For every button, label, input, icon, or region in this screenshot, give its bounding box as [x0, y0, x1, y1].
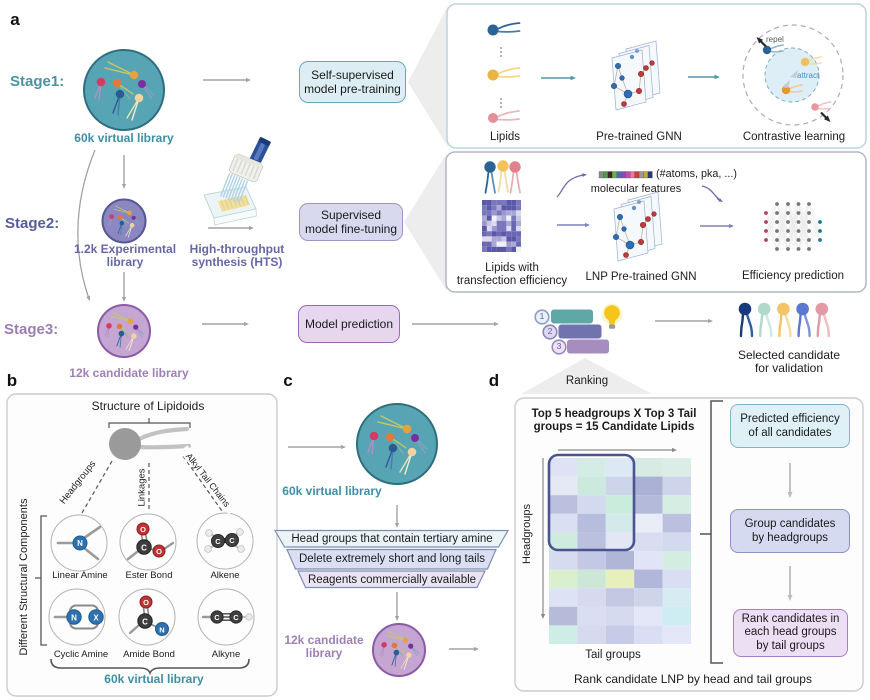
svg-text:N: N — [77, 539, 83, 548]
svg-text:O: O — [143, 598, 149, 607]
svg-text:O: O — [140, 525, 146, 534]
svg-text:C: C — [233, 613, 239, 622]
svg-text:C: C — [215, 537, 221, 546]
svg-text:O: O — [156, 547, 162, 556]
svg-text:C: C — [229, 536, 235, 545]
svg-text:N: N — [71, 614, 77, 623]
svg-text:C: C — [142, 618, 148, 627]
svg-text:X: X — [93, 614, 99, 623]
svg-text:C: C — [214, 613, 220, 622]
svg-text:N: N — [159, 626, 164, 635]
svg-text:C: C — [141, 544, 147, 553]
